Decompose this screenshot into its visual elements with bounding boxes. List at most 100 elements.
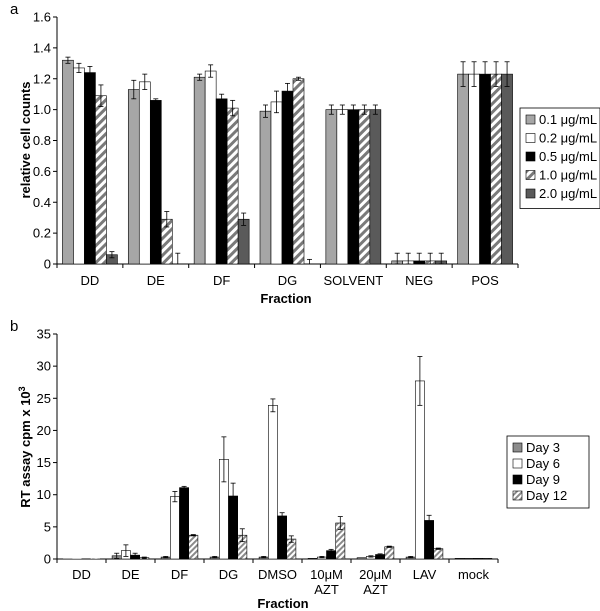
x-tick-label: DG	[278, 273, 298, 288]
bar	[204, 70, 217, 265]
y-tick-label: 1.4	[33, 40, 51, 55]
y-tick-label: 1.2	[33, 71, 51, 86]
legend-label: 1.0 μg/mL	[539, 168, 597, 183]
x-tick-label: DMSO	[258, 567, 297, 582]
bar	[292, 78, 305, 265]
legend-label: 0.5 μg/mL	[539, 149, 597, 164]
y-tick-label: 20	[37, 423, 51, 438]
panel-label-b: b	[10, 318, 18, 335]
y-tick-label: 0	[44, 257, 51, 272]
x-tick-label: DD	[81, 273, 100, 288]
legend-swatch	[512, 458, 523, 469]
bar	[463, 558, 474, 560]
bar	[501, 73, 513, 265]
x-tick-label: mock	[458, 567, 490, 582]
bar	[482, 558, 493, 560]
chart-a: a relative cell counts Fraction 0.1 μg/m…	[10, 1, 600, 306]
bar	[237, 218, 250, 265]
y-tick-label: 0	[44, 552, 51, 567]
legend-label: 0.2 μg/mL	[539, 131, 597, 146]
bar	[95, 95, 107, 265]
bar	[384, 546, 395, 560]
y-axis-title-a: relative cell counts	[18, 81, 33, 198]
bar	[433, 548, 444, 560]
bar	[424, 520, 434, 560]
y-tick-label: 25	[37, 391, 51, 406]
bar	[277, 515, 287, 560]
x-tick-label: LAV	[413, 567, 437, 582]
y-tick-label: 5	[44, 519, 51, 534]
bar	[149, 100, 162, 265]
legend-a: 0.1 μg/mL 0.2 μg/mL 0.5 μg/mL 1.0 μg/mL 2.0 …	[519, 107, 600, 209]
legend-label: Day 12	[526, 488, 567, 503]
legend-swatch	[512, 490, 523, 501]
y-tick-label: 1.0	[33, 102, 51, 117]
legend-label: Day 3	[526, 440, 560, 455]
bar	[457, 73, 469, 265]
bar	[226, 107, 239, 265]
bar	[188, 534, 199, 560]
y-tick-label: 10	[37, 487, 51, 502]
x-tick-label: SOLVENT	[323, 273, 383, 288]
x-tick-label: DF	[213, 273, 230, 288]
bar	[259, 110, 272, 265]
bar	[62, 59, 74, 265]
x-tick-label: AZT	[363, 582, 388, 597]
legend-label: 0.1 μg/mL	[539, 112, 597, 127]
bar	[215, 98, 228, 265]
bar	[479, 73, 491, 265]
legend-swatch	[525, 114, 536, 125]
y-axis-title-b: RT assay cpm x 103	[17, 386, 33, 507]
legend-swatch	[525, 170, 536, 180]
legend-swatch	[512, 442, 523, 453]
bar	[369, 109, 382, 265]
legend-swatch	[512, 474, 523, 485]
bar	[473, 558, 483, 560]
bar	[490, 73, 502, 265]
legend-swatch	[525, 151, 536, 162]
legend-swatch	[525, 188, 536, 199]
y-tick-label: 0.8	[33, 133, 51, 148]
bar	[179, 487, 189, 560]
x-tick-label: POS	[471, 273, 499, 288]
y-tick-label: 0.4	[33, 195, 51, 210]
bar	[347, 109, 360, 265]
bar	[307, 558, 318, 560]
panel-label-a: a	[10, 1, 19, 18]
x-tick-label: 10μM	[310, 567, 343, 582]
y-tick-label: 15	[37, 455, 51, 470]
x-tick-label: DE	[121, 567, 139, 582]
bar	[356, 557, 367, 560]
y-tick-label: 35	[37, 327, 51, 342]
y-axis-title-b-superscript: 3	[17, 386, 27, 391]
bar	[414, 380, 425, 560]
legend-label: 2.0 μg/mL	[539, 186, 597, 201]
bar	[73, 67, 85, 265]
x-tick-label: DD	[72, 567, 91, 582]
x-tick-label: DF	[171, 567, 188, 582]
legend-label: Day 9	[526, 472, 560, 487]
y-tick-label: 0.2	[33, 226, 51, 241]
bar	[454, 558, 465, 560]
x-tick-label: 20μM	[359, 567, 392, 582]
bar	[281, 90, 294, 265]
bar	[358, 109, 371, 265]
x-tick-label: DE	[147, 273, 165, 288]
x-tick-label: AZT	[314, 582, 339, 597]
bar	[84, 72, 96, 265]
y-axis-title-b-text: RT assay cpm x 10	[18, 391, 33, 507]
x-axis-title-b: Fraction	[257, 596, 308, 611]
bar	[336, 109, 349, 265]
y-tick-label: 0.6	[33, 164, 51, 179]
x-axis-title-a: Fraction	[260, 291, 311, 306]
bar	[170, 496, 180, 560]
bar	[270, 101, 283, 265]
y-tick-label: 1.6	[33, 10, 51, 25]
bar	[127, 89, 140, 265]
bar	[193, 76, 206, 265]
x-tick-label: NEG	[405, 273, 433, 288]
bar	[325, 109, 338, 265]
